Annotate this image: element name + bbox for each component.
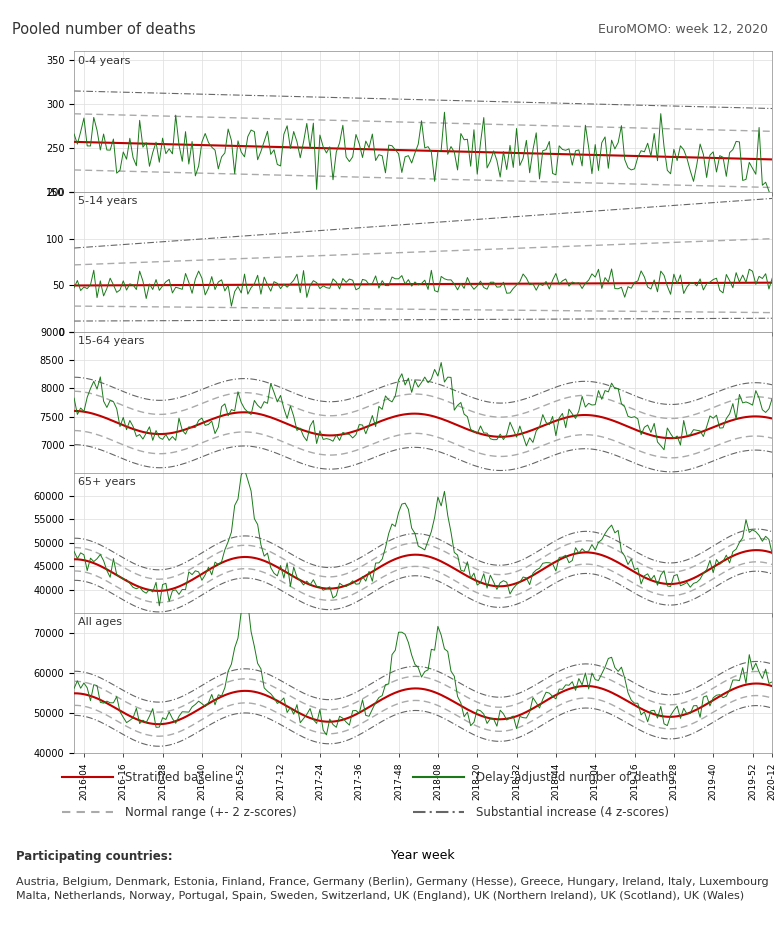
Text: EuroMOMO: week 12, 2020: EuroMOMO: week 12, 2020 — [598, 23, 768, 37]
X-axis label: Year week: Year week — [392, 849, 455, 862]
Text: 0-4 years: 0-4 years — [77, 55, 130, 66]
Text: All ages: All ages — [77, 618, 122, 627]
Text: 65+ years: 65+ years — [77, 477, 135, 487]
Text: Normal range (+- 2 z-scores): Normal range (+- 2 z-scores) — [125, 806, 296, 819]
Text: Austria, Belgium, Denmark, Estonia, Finland, France, Germany (Berlin), Germany (: Austria, Belgium, Denmark, Estonia, Finl… — [16, 877, 768, 901]
Text: 15-64 years: 15-64 years — [77, 336, 144, 346]
Text: 5-14 years: 5-14 years — [77, 196, 137, 206]
Text: Delay-adjusted number of deaths: Delay-adjusted number of deaths — [476, 770, 674, 783]
Text: Pooled number of deaths: Pooled number of deaths — [12, 22, 196, 37]
Text: Participating countries:: Participating countries: — [16, 850, 172, 862]
Text: Stratified baseline: Stratified baseline — [125, 770, 233, 783]
Text: Substantial increase (4 z-scores): Substantial increase (4 z-scores) — [476, 806, 668, 819]
